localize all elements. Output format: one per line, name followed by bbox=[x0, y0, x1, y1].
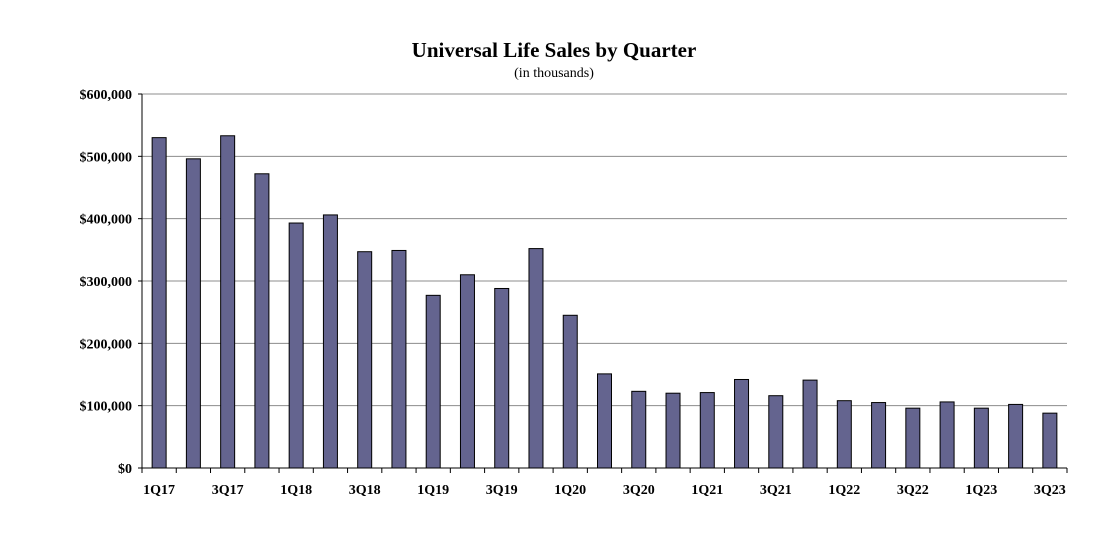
bar-4Q18 bbox=[391, 249, 407, 469]
x-tick-label: 3Q19 bbox=[486, 483, 518, 498]
x-tick-label: 1Q21 bbox=[691, 483, 723, 498]
y-tick-label: $0 bbox=[118, 462, 132, 477]
bar-3Q20 bbox=[631, 390, 647, 469]
bar-4Q22 bbox=[939, 401, 955, 469]
bar-2Q23 bbox=[1008, 403, 1024, 469]
bar-1Q17 bbox=[151, 137, 167, 469]
bar-3Q18 bbox=[357, 251, 373, 469]
chart-subtitle: (in thousands) bbox=[514, 66, 594, 81]
x-tick-label: 1Q22 bbox=[828, 483, 860, 498]
y-tick-label: $100,000 bbox=[80, 400, 133, 415]
bar-2Q22 bbox=[871, 402, 887, 469]
x-tick-label: 3Q23 bbox=[1034, 483, 1066, 498]
x-tick-labels: 1Q17 3Q17 1Q18 3Q18 1Q19 3Q19 1Q20 3Q20 1Q21 3Q21… bbox=[141, 468, 1068, 498]
bar-4Q19 bbox=[528, 248, 544, 469]
bar-2Q18 bbox=[322, 214, 338, 469]
y-tick-label: $300,000 bbox=[80, 275, 133, 290]
x-tick-label: 1Q23 bbox=[965, 483, 997, 498]
bar-4Q17 bbox=[254, 173, 270, 469]
bar-3Q21 bbox=[768, 395, 784, 469]
bar-1Q20 bbox=[562, 314, 578, 469]
y-tick-label: $600,000 bbox=[80, 88, 133, 103]
y-tick-label: $500,000 bbox=[80, 150, 133, 165]
bar-4Q21 bbox=[802, 379, 818, 469]
x-tick-label: 3Q18 bbox=[349, 483, 381, 498]
x-tick-label: 3Q22 bbox=[897, 483, 929, 498]
bar-3Q22 bbox=[905, 407, 921, 469]
bar-3Q19 bbox=[494, 287, 510, 469]
y-tick-labels: $0 $100,000 $200,000 $300,000 $400,000 $500,0… bbox=[80, 88, 142, 477]
x-tick-label: 3Q21 bbox=[760, 483, 792, 498]
bar-1Q21 bbox=[699, 392, 715, 469]
chart-title: Universal Life Sales by Quarter bbox=[411, 38, 697, 62]
x-tick-label: 1Q17 bbox=[143, 483, 175, 498]
y-tick-label: $400,000 bbox=[80, 213, 133, 228]
bar-2Q19 bbox=[459, 274, 475, 469]
bars bbox=[151, 135, 1058, 469]
y-tick-label: $200,000 bbox=[80, 337, 133, 352]
bar-3Q17 bbox=[220, 135, 236, 469]
bar-1Q19 bbox=[425, 294, 441, 469]
x-tick-label: 3Q17 bbox=[212, 483, 244, 498]
bar-4Q20 bbox=[665, 392, 681, 469]
bar-2Q17 bbox=[185, 158, 201, 469]
bar-3Q23 bbox=[1042, 412, 1058, 469]
x-tick-label: 3Q20 bbox=[623, 483, 655, 498]
bar-1Q18 bbox=[288, 222, 304, 469]
bar-2Q21 bbox=[734, 378, 750, 469]
x-tick-label: 1Q18 bbox=[280, 483, 312, 498]
x-tick-label: 1Q20 bbox=[554, 483, 586, 498]
x-tick-label: 1Q19 bbox=[417, 483, 449, 498]
bar-1Q22 bbox=[836, 400, 852, 469]
bar-1Q23 bbox=[973, 407, 989, 469]
gridlines bbox=[142, 93, 1067, 407]
bar-2Q20 bbox=[597, 373, 612, 469]
